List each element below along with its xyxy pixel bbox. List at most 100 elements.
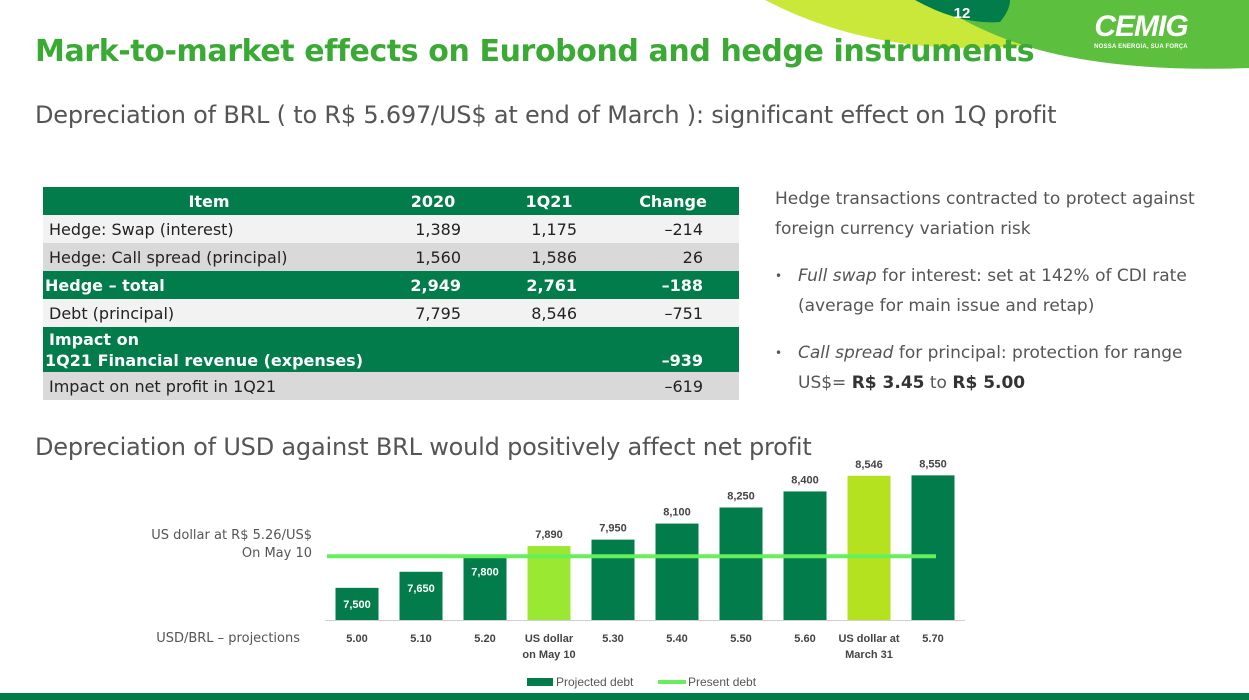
bullet-full-swap: • Full swap for interest: set at 142% of… [775,261,1235,321]
row-change: –214 [607,215,739,243]
legend-swatch-projected [527,678,553,686]
category-label: 5.10 [410,633,431,645]
bullet-text: Call spread for principal: protection fo… [798,338,1235,398]
value-label: 7,500 [343,599,371,611]
category-label: 5.40 [666,633,687,645]
value-label: 8,100 [663,507,691,519]
table-row: Hedge: Swap (interest) 1,389 1,175 –214 [43,215,739,243]
row-item-line2: 1Q21 Financial revenue (expenses) [45,350,363,370]
category-label: US dollar [525,633,574,645]
table-row: Debt (principal) 7,795 8,546 –751 [43,299,739,327]
row-2020 [375,327,491,372]
bullet-italic: Call spread [798,343,894,363]
bar [399,571,443,620]
bar [655,523,699,620]
value-label: 7,950 [599,523,627,535]
value-label: 7,890 [535,529,563,541]
category-label: 5.30 [602,633,623,645]
bar [463,555,507,620]
chart-note-usd-rate: US dollar at R$ 5.26/US$ On May 10 [120,527,312,563]
bar [719,507,763,620]
note-line2: On May 10 [241,546,312,561]
value-label: 7,800 [471,567,499,579]
category-label: 5.20 [474,633,495,645]
row-1q21: 1,586 [491,243,607,271]
hedge-table: Item 2020 1Q21 Change Hedge: Swap (inter… [43,187,739,400]
cemig-logo: CEMIG NOSSA ENERGIA, SUA FORÇA [1082,10,1200,51]
bullet-dot-icon: • [775,269,783,283]
row-item: Impact on 1Q21 Financial revenue (expens… [43,327,375,372]
bullet-bold-low: R$ 3.45 [851,373,925,393]
row-1q21 [491,327,607,372]
footer-bar [0,693,1249,700]
corner-decoration [765,0,1249,69]
value-label: 8,550 [919,458,947,470]
row-item-line1: Impact on [49,329,139,349]
table-row: Impact on net profit in 1Q21 –619 [43,372,739,400]
bullet-to: to [924,373,953,393]
subtitle-brl: Depreciation of BRL ( to R$ 5.697/US$ at… [35,101,1057,129]
hedge-description: Hedge transactions contracted to protect… [775,184,1235,415]
page-title: Mark-to-market effects on Eurobond and h… [35,34,1035,69]
bar [591,539,635,620]
table-header-row: Item 2020 1Q21 Change [43,187,739,215]
category-label: 5.00 [346,633,367,645]
bar [847,475,891,620]
bullet-rest: for interest: set at 142% of CDI rate (a… [798,266,1187,316]
legend-label-projected: Projected debt [556,675,634,689]
row-change: –751 [607,299,739,327]
category-label: on May 10 [522,649,575,661]
category-label: March 31 [845,649,893,661]
hedge-intro: Hedge transactions contracted to protect… [775,189,1195,239]
chart-xaxis-label: USD/BRL – projections [156,631,300,646]
row-2020: 7,795 [375,299,491,327]
header-item: Item [43,187,375,215]
bullet-text: Full swap for interest: set at 142% of C… [798,261,1235,321]
value-label: 8,250 [727,491,755,503]
row-change: –619 [607,372,739,400]
row-item: Debt (principal) [43,299,375,327]
table-row-total: Hedge – total 2,949 2,761 –188 [43,271,739,299]
category-label: 5.70 [922,633,943,645]
bullet-bold-high: R$ 5.00 [952,373,1026,393]
header-1q21: 1Q21 [491,187,607,215]
subtitle-usd: Depreciation of USD against BRL would po… [35,433,812,461]
value-label: 8,546 [855,459,883,471]
header-2020: 2020 [375,187,491,215]
row-2020 [375,372,491,400]
row-change: –939 [607,327,739,372]
row-item: Hedge: Call spread (principal) [43,243,375,271]
row-2020: 1,560 [375,243,491,271]
row-1q21 [491,372,607,400]
row-2020: 1,389 [375,215,491,243]
category-label: 5.60 [794,633,815,645]
row-item: Impact on net profit in 1Q21 [43,372,375,400]
note-line1: US dollar at R$ 5.26/US$ [151,528,312,543]
value-label: 7,650 [407,583,435,595]
header-change: Change [607,187,739,215]
row-item: Hedge – total [43,271,375,299]
bullet-italic: Full swap [798,266,877,286]
row-item: Hedge: Swap (interest) [43,215,375,243]
category-label: US dollar at [838,633,899,645]
row-2020: 2,949 [375,271,491,299]
bullet-call-spread: • Call spread for principal: protection … [775,338,1235,398]
row-change: –188 [607,271,739,299]
table-row: Hedge: Call spread (principal) 1,560 1,5… [43,243,739,271]
value-label: 8,400 [791,474,819,486]
row-1q21: 2,761 [491,271,607,299]
row-1q21: 1,175 [491,215,607,243]
row-change: 26 [607,243,739,271]
bar [527,546,571,620]
logo-word: CEMIG [1094,10,1188,43]
bullet-dot-icon: • [775,346,783,360]
logo-tagline: NOSSA ENERGIA, SUA FORÇA [1094,44,1188,50]
bar [911,475,955,620]
category-label: 5.50 [730,633,751,645]
row-1q21: 8,546 [491,299,607,327]
bullet-mid: for principal: protection for range US$= [798,343,1183,393]
page-number: 12 [953,5,971,22]
table-row-impact: Impact on 1Q21 Financial revenue (expens… [43,327,739,372]
bar [335,587,379,620]
